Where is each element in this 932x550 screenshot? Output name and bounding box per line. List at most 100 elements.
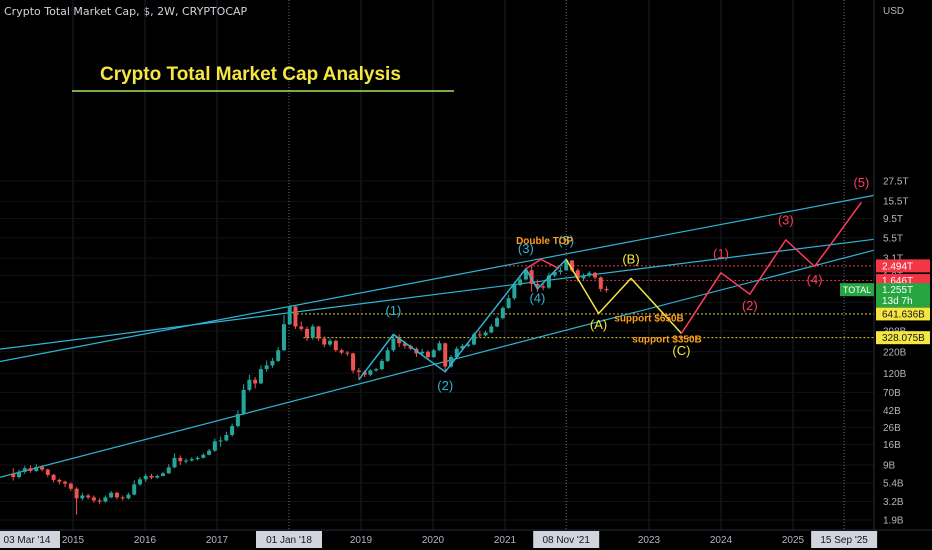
candle-body: [552, 271, 557, 276]
date-badge: [811, 531, 878, 548]
candle-body: [126, 494, 131, 499]
candle-body: [235, 413, 240, 427]
blue-wave-label: (3): [518, 241, 534, 256]
y-axis[interactable]: USD 27.5T15.5T9.5T5.5T3.1T1.9T888B398B22…: [840, 0, 932, 530]
red-wave-label: (3): [778, 213, 794, 228]
price-tag: [876, 259, 930, 273]
candle-body: [489, 326, 494, 333]
candle-body: [333, 340, 338, 351]
yellow-wave-label: (C): [672, 343, 690, 358]
x-tick-label: 2024: [710, 535, 733, 546]
candle-body: [253, 379, 258, 384]
red-wave-path: [680, 201, 863, 334]
candle-body: [437, 343, 442, 351]
date-badge: [533, 531, 600, 548]
date-badge-label: 15 Sep '25: [820, 535, 868, 546]
candle-body: [529, 270, 534, 284]
candle-body: [569, 260, 574, 271]
candle-body: [420, 351, 425, 354]
candle-body: [293, 306, 298, 327]
candle-body: [258, 369, 263, 384]
candle-body: [546, 275, 551, 288]
candle-body: [449, 357, 453, 367]
red-wave-label: (2): [742, 298, 758, 313]
candle-body: [80, 495, 85, 499]
candle-body: [86, 495, 91, 498]
candle-body: [247, 379, 252, 390]
channel-line: [0, 249, 875, 478]
candle-body: [155, 475, 160, 478]
candle-body: [224, 434, 229, 441]
x-tick-label: 2015: [62, 535, 85, 546]
candle-body: [68, 483, 73, 489]
y-tick-label: 3.2B: [883, 497, 904, 508]
support-350-label: support $350B: [632, 335, 701, 346]
x-tick-label: 2019: [350, 535, 373, 546]
chart-title: Crypto Total Market Cap Analysis: [100, 64, 401, 85]
series-badge-label: TOTAL: [843, 285, 871, 295]
candle-body: [328, 340, 333, 345]
candle-body: [189, 459, 194, 461]
y-tick-label: 9.5T: [883, 214, 903, 225]
price-tag: [876, 283, 930, 308]
candle-body: [512, 285, 517, 299]
candle-body: [51, 474, 56, 480]
candle-body: [604, 288, 609, 291]
yellow-wave-label: (A): [590, 317, 607, 332]
candle-body: [103, 497, 108, 502]
date-badge: [0, 531, 60, 548]
price-tag-label: 641.636B: [882, 309, 925, 320]
candle-body: [541, 286, 546, 288]
price-tag-label: 2.494T: [882, 261, 913, 272]
channel-lines: [0, 194, 875, 478]
y-tick-label: 3.1T: [883, 254, 903, 265]
yellow-wave-label: (B): [622, 252, 639, 267]
candle-body: [299, 326, 304, 329]
candle-body: [339, 350, 344, 353]
candle-body: [22, 468, 27, 472]
price-tag-label: 1.646T: [882, 276, 913, 287]
candle-body: [166, 467, 171, 474]
candle-body: [109, 492, 114, 498]
candle-body: [172, 457, 177, 468]
grid-lines: [0, 0, 874, 530]
y-tick-label: 5.5T: [883, 233, 903, 244]
candle-body: [161, 473, 165, 476]
wave-paths: [358, 201, 863, 381]
y-tick-label: 26B: [883, 423, 901, 434]
candle-body: [368, 370, 373, 375]
candle-body: [120, 497, 125, 499]
x-tick-label: 2017: [206, 535, 229, 546]
price-tag-label: 1.255T: [882, 285, 913, 296]
candle-body: [506, 298, 511, 308]
candle-body: [45, 469, 50, 475]
double-top-label: Double TOP: [516, 236, 573, 247]
candle-body: [351, 353, 356, 371]
x-axis[interactable]: 2015 2016 2017 2019 2020 2021 2023 2024 2025 03 M…: [0, 529, 932, 550]
candle-body: [402, 343, 407, 346]
candle-body: [305, 328, 309, 338]
y-tick-label: 42B: [883, 406, 901, 417]
y-tick-label: 1.9B: [883, 516, 904, 527]
candle-body: [281, 324, 286, 351]
y-tick-label: 9B: [883, 460, 896, 471]
candle-body: [385, 350, 390, 361]
symbol-header: Crypto Total Market Cap, $, 2W, CRYPTOCA…: [4, 5, 248, 18]
candle-body: [201, 454, 206, 458]
candle-body: [270, 360, 275, 366]
candle-body: [564, 260, 569, 271]
yellow-wave-path: [565, 258, 682, 334]
candle-body: [581, 275, 586, 279]
candle-body: [137, 479, 142, 485]
candle-body: [143, 475, 148, 480]
double-top-path: [525, 258, 560, 270]
candle-body: [425, 351, 430, 357]
y-tick-label: 16B: [883, 440, 901, 451]
candle-body: [149, 475, 154, 478]
candle-body: [207, 450, 212, 455]
candle-body: [184, 460, 189, 462]
candle-body: [11, 473, 16, 478]
date-badge: [256, 531, 322, 548]
channel-line: [0, 194, 875, 363]
